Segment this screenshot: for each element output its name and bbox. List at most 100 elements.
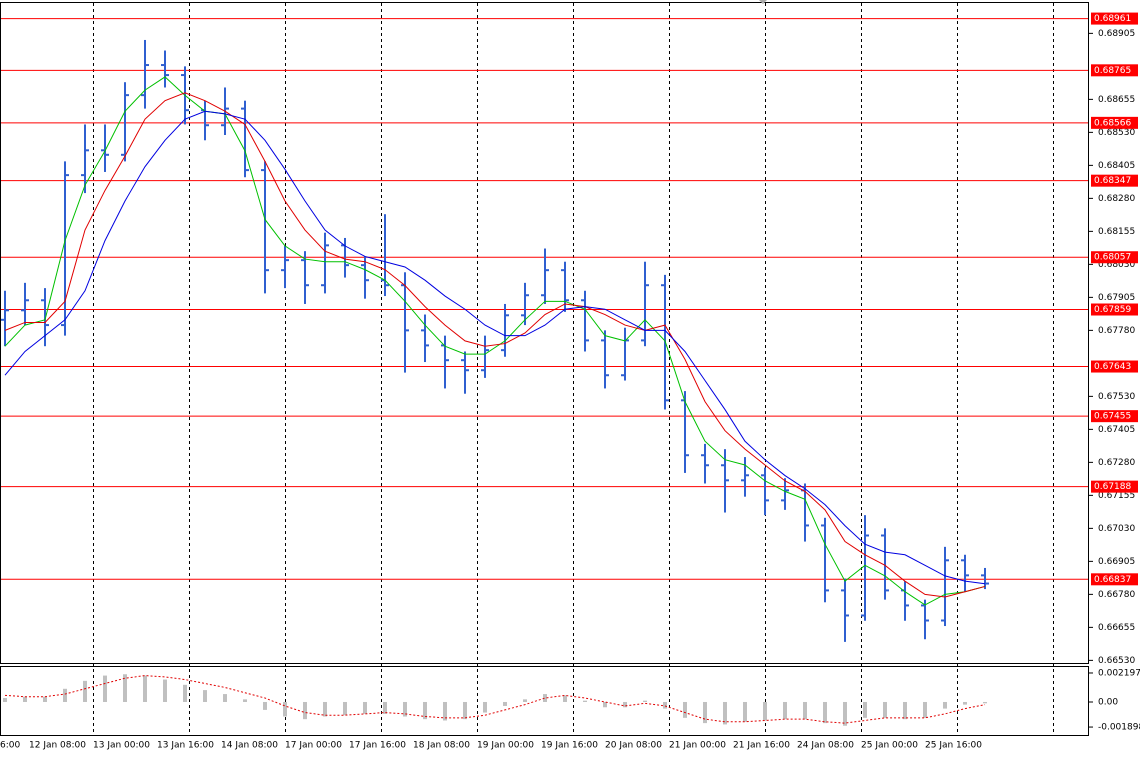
y-tick-label: 0.68030 <box>1098 260 1135 270</box>
osc-bar <box>483 701 487 713</box>
level-tag <box>1091 12 1138 25</box>
x-tick-label: 18 Jan 08:00 <box>413 741 470 751</box>
osc-bar <box>343 701 347 716</box>
osc-bar <box>863 701 867 718</box>
osc-bar <box>643 700 647 702</box>
level-label: 0.68057 <box>1094 253 1131 263</box>
level-label: 0.68765 <box>1094 66 1131 76</box>
level-tag <box>1091 64 1138 77</box>
y-tick-label: 0.68530 <box>1098 128 1135 138</box>
osc-bar <box>63 688 67 702</box>
level-label: 0.67859 <box>1094 305 1131 315</box>
y-tick-label: 0.67155 <box>1098 491 1135 501</box>
osc-bar <box>703 701 707 724</box>
osc-bar <box>223 694 227 702</box>
level-label: 0.67455 <box>1094 412 1131 422</box>
level-tag <box>1091 251 1138 264</box>
osc-bar <box>43 696 47 702</box>
osc-signal <box>4 675 986 724</box>
x-tick-label: 17 Jan 00:00 <box>285 741 342 751</box>
level-tag <box>1091 573 1138 586</box>
y-tick-label: 0.68280 <box>1098 194 1135 204</box>
osc-bar <box>963 701 967 705</box>
x-tick-label: 13 Jan 16:00 <box>157 741 214 751</box>
osc-bar <box>743 701 747 722</box>
osc-bar <box>843 701 847 726</box>
x-tick-label: 21 Jan 16:00 <box>733 741 790 751</box>
level-tag <box>1091 174 1138 187</box>
osc-bar <box>543 694 547 702</box>
x-tick-label: 25 Jan 00:00 <box>861 741 918 751</box>
osc-bar <box>323 701 327 717</box>
moving-average <box>4 110 986 585</box>
x-tick-label: 6:00 <box>0 741 20 751</box>
oscillator-panel: 0.002197 0.00 -0.001898 <box>3 668 1140 733</box>
y-tick-label: 0.67405 <box>1098 425 1135 435</box>
level-tag <box>1091 303 1138 316</box>
y-tick-label: 0.66530 <box>1098 656 1135 666</box>
osc-bar <box>943 701 947 709</box>
x-tick-label: 19 Jan 00:00 <box>477 741 534 751</box>
y-tick-label: 0.68905 <box>1098 29 1135 39</box>
osc-bar <box>523 699 527 702</box>
osc-bar <box>123 674 127 702</box>
y-tick-label: 0.67030 <box>1098 524 1135 534</box>
level-tag <box>1091 360 1138 373</box>
shift-marker <box>759 0 767 4</box>
osc-bar <box>303 701 307 720</box>
y-tick-label: 0.67905 <box>1098 293 1135 303</box>
x-tick-label: 20 Jan 08:00 <box>605 741 662 751</box>
osc-bar <box>203 690 207 702</box>
price-panel: 0.68905 0.68655 0.68530 0.68405 0.68280 0.681… <box>0 12 1138 666</box>
level-label: 0.68566 <box>1094 118 1131 128</box>
x-tick-label: 14 Jan 08:00 <box>221 741 278 751</box>
x-tick-label: 25 Jan 16:00 <box>925 741 982 751</box>
osc-bar <box>103 675 107 702</box>
frame <box>0 0 1089 736</box>
osc-bar <box>683 701 687 718</box>
osc-bar <box>23 696 27 702</box>
osc-bar <box>583 700 587 702</box>
price-frame <box>0 2 1089 664</box>
osc-bar <box>243 699 247 702</box>
level-tag <box>1091 480 1138 493</box>
x-tick-label: 19 Jan 16:00 <box>541 741 598 751</box>
y-tick-label: 0.68405 <box>1098 161 1135 171</box>
osc-bar <box>563 695 567 702</box>
osc-bar <box>763 701 767 721</box>
osc-bar <box>603 701 607 708</box>
level-tag <box>1091 116 1138 129</box>
osc-bar <box>923 701 927 718</box>
osc-bar <box>803 701 807 720</box>
x-tick-label: 24 Jan 08:00 <box>797 741 854 751</box>
osc-bar <box>183 684 187 702</box>
y-tick-label: 0.67780 <box>1098 326 1135 336</box>
osc-tick-label: 0.00 <box>1098 697 1118 707</box>
osc-bar <box>783 701 787 720</box>
osc-bar <box>83 680 87 702</box>
osc-bar <box>903 701 907 720</box>
osc-bar <box>163 679 167 702</box>
osc-bar <box>463 701 467 720</box>
time-grid <box>93 3 1054 735</box>
y-tick-label: 0.67280 <box>1098 458 1135 468</box>
osc-tick-label: 0.002197 <box>1098 668 1140 678</box>
y-tick-label: 0.66780 <box>1098 590 1135 600</box>
moving-average <box>4 92 986 598</box>
osc-bar <box>383 701 387 714</box>
osc-bar <box>263 701 267 710</box>
x-tick-label: 17 Jan 16:00 <box>349 741 406 751</box>
osc-bar <box>143 675 147 702</box>
osc-bar <box>423 701 427 720</box>
oscillator-frame <box>0 666 1089 736</box>
osc-bar <box>883 701 887 718</box>
level-label: 0.68347 <box>1094 176 1131 186</box>
x-tick-label: 12 Jan 08:00 <box>29 741 86 751</box>
x-tick-label: 13 Jan 00:00 <box>93 741 150 751</box>
moving-average <box>4 76 986 606</box>
osc-bar <box>443 701 447 721</box>
level-label: 0.68961 <box>1094 14 1131 24</box>
osc-bar <box>623 701 627 708</box>
y-tick-label: 0.68155 <box>1098 227 1135 237</box>
